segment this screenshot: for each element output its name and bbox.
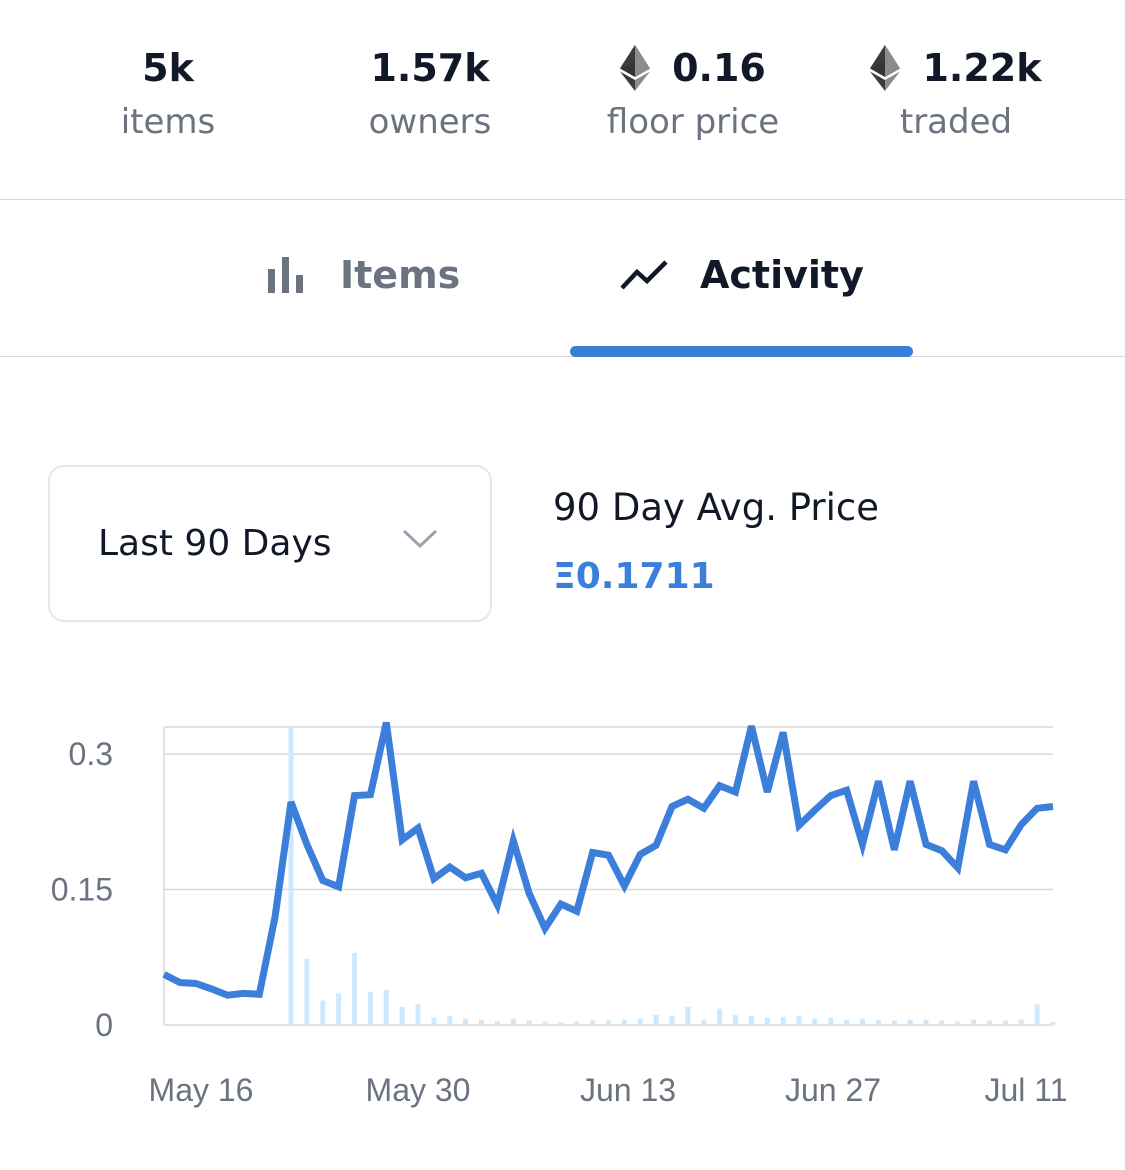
volume-bar [875,1019,881,1025]
stat-label: owners [368,102,492,142]
volume-bar [1034,1004,1040,1025]
volume-bar [860,1018,865,1025]
trending-line-icon [620,260,668,290]
volume-bar [653,1015,659,1025]
volume-bar [701,1019,707,1025]
tab-items[interactable]: Items [266,253,460,297]
volume-bar [367,991,373,1025]
volume-bar [304,959,310,1025]
volume-bar [828,1017,834,1025]
volume-bar [685,1006,691,1025]
volume-bar [606,1020,611,1025]
chevron-down-icon [402,529,438,549]
ethereum-icon [620,45,651,91]
volume-bar [939,1020,945,1025]
price-line [162,721,1054,999]
x-tick-label: Jun 13 [580,1072,676,1108]
x-tick-label: Jun 27 [785,1072,881,1108]
volume-bar [479,1019,484,1025]
volume-bar [621,1019,627,1025]
stat-value: 5k [142,46,194,90]
volume-bar [510,1018,516,1025]
volume-bar [383,989,389,1025]
y-tick-label: 0.15 [51,872,113,908]
tab-label: Activity [700,253,864,297]
y-tick-label: 0 [95,1007,113,1043]
volume-bar [955,1021,961,1025]
avg-price-value: Ξ0.1711 [553,556,715,597]
tab-label: Items [340,253,461,297]
volume-bar [971,1019,977,1025]
volume-bar [764,1017,770,1025]
stat-floor-price: 0.16 floor price [563,42,823,142]
stat-value: 0.16 [672,46,766,90]
bar-chart-icon [268,257,303,293]
volume-bar [1002,1020,1008,1025]
x-tick-label: Jul 11 [984,1072,1067,1108]
volume-bar [558,1022,564,1025]
volume-bar [907,1019,913,1025]
avg-price-title: 90 Day Avg. Price [553,486,879,529]
volume-bar [336,993,342,1025]
time-range-value: Last 90 Days [98,523,332,564]
volume-bar [494,1021,500,1025]
ethereum-icon [870,45,901,91]
volume-bar [320,1000,326,1025]
volume-bar [987,1020,992,1025]
volume-bar [923,1019,929,1025]
volume-bar [1018,1019,1024,1025]
volume-bar [526,1020,532,1025]
stat-value: 1.22k [922,46,1042,90]
x-tick-label: May 16 [149,1072,254,1108]
volume-bar [399,1006,405,1025]
volume-bar [717,1008,723,1025]
price-history-chart: 0.3 0.15 0 May 16 May 30 Jun 13 Jun 27 Jul 11 [51,721,1068,1108]
volume-bar [590,1020,596,1025]
y-tick-label: 0.3 [69,736,113,772]
tab-activity[interactable]: Activity [620,253,864,297]
volume-bar [447,1015,453,1025]
stat-label: traded [899,102,1013,142]
stat-items: 5k items [38,42,298,142]
volume-bar [748,1015,754,1025]
volume-bar [669,1015,675,1025]
stat-owners: 1.57k owners [300,42,560,142]
volume-bar [637,1018,643,1025]
time-range-dropdown[interactable]: Last 90 Days [48,465,492,622]
collection-stats: 5k items 1.57k owners 0.16 floor price [0,0,1125,200]
volume-bar [288,727,294,1025]
volume-bar [1050,1022,1056,1025]
x-tick-label: May 30 [366,1072,471,1108]
volume-bar [733,1015,738,1025]
volume-bar [352,952,357,1025]
volume-bar [574,1021,580,1025]
volume-bar [891,1020,897,1025]
volume-bar [431,1017,437,1025]
active-tab-indicator [570,346,913,357]
stat-traded: 1.22k traded [826,42,1086,142]
volume-bar [844,1019,850,1025]
stat-value: 1.57k [370,46,490,90]
volume-bar [415,1004,421,1025]
stat-label: items [120,102,216,142]
volume-bar [542,1021,548,1025]
tab-bar: Items Activity [0,201,1125,357]
stat-label: floor price [606,102,780,142]
volume-bar [812,1018,818,1025]
volume-bar [463,1018,469,1025]
volume-bar [780,1016,786,1025]
volume-bar [796,1015,802,1025]
